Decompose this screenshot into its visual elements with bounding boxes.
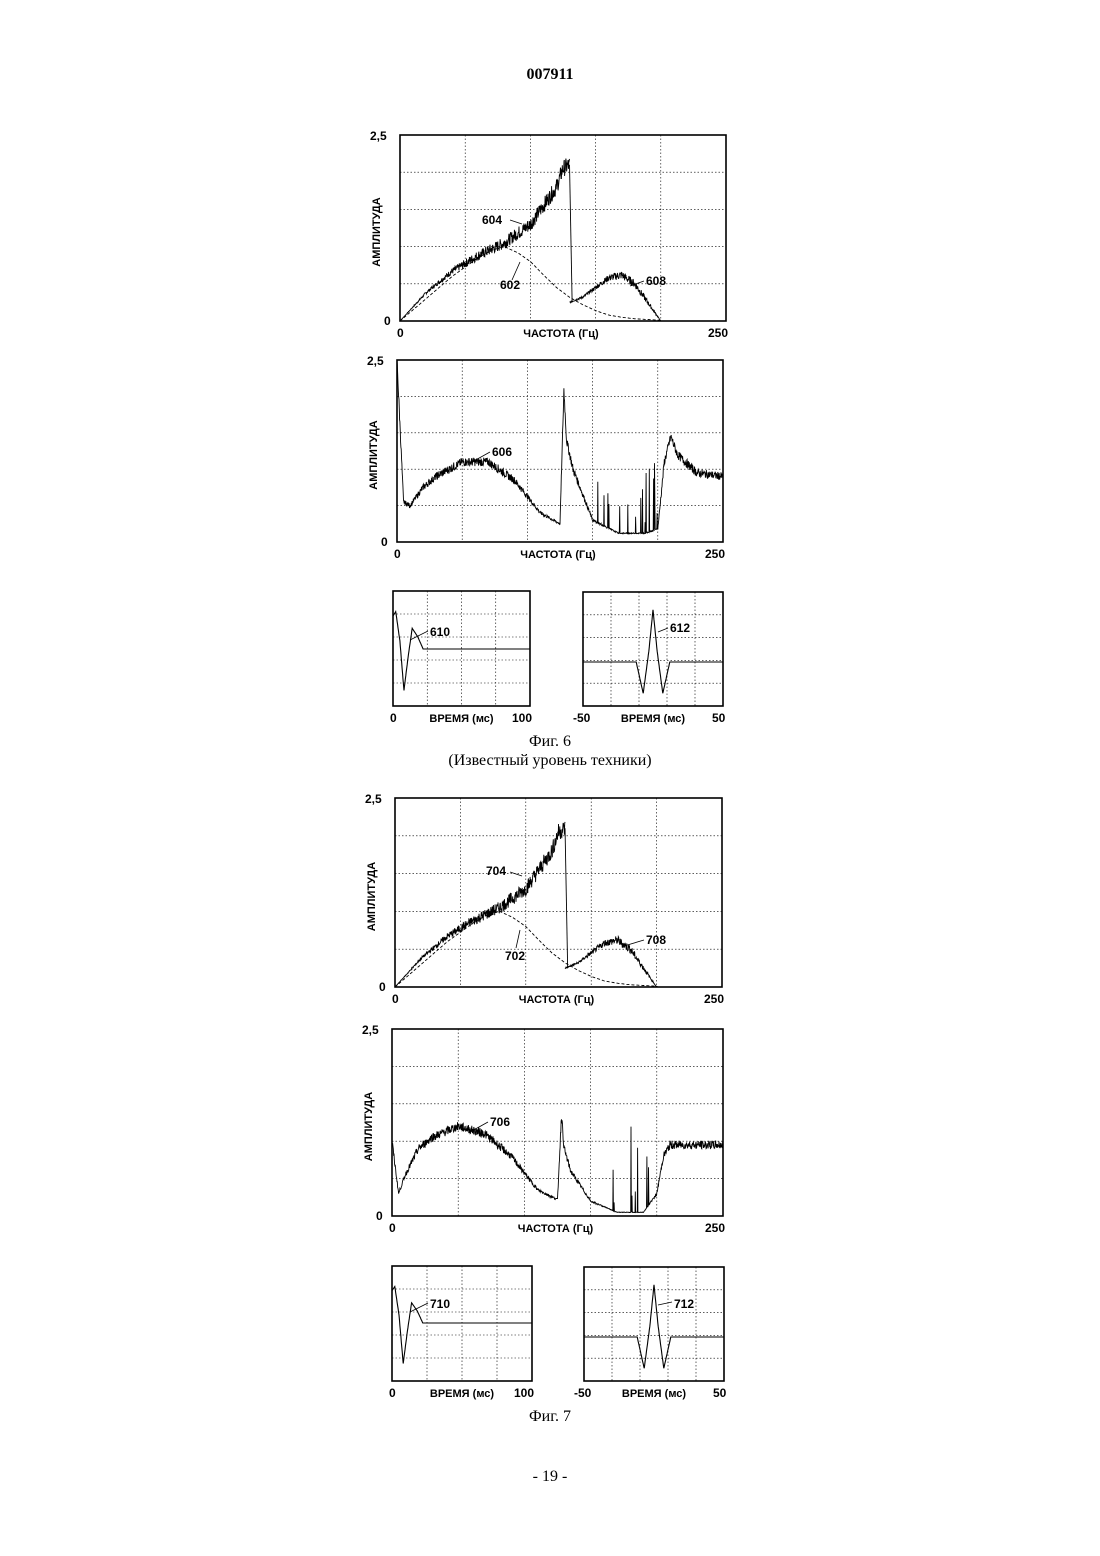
x-tick-label: 0 [389, 1221, 396, 1235]
plot-frame [400, 135, 726, 321]
y-tick-label: 0 [379, 980, 386, 994]
x-tick-label: 250 [708, 326, 728, 340]
leader-line-702 [516, 930, 520, 948]
reference-label-608: 608 [646, 274, 666, 288]
y-axis-label: АМПЛИТУДА [363, 1092, 375, 1161]
reference-label-610: 610 [430, 625, 450, 639]
chart-fig7-left: 0 100 ВРЕМЯ (мс) 710 [389, 1266, 534, 1400]
series-612 [583, 610, 723, 694]
x-tick-label: 0 [390, 711, 397, 725]
y-axis-label: АМПЛИТУДА [368, 420, 380, 489]
chart-fig6-top: 0 250 0 2,5 ЧАСТОТА (Гц) АМПЛИТУДА 602 604 608 [370, 129, 728, 340]
leader-line-708 [624, 940, 644, 946]
plot-frame [392, 1029, 723, 1216]
x-tick-label: 250 [704, 992, 724, 1006]
y-tick-label: 0 [381, 535, 388, 549]
series-606 [397, 361, 723, 534]
x-tick-label: 0 [394, 547, 401, 561]
x-axis-label: ВРЕМЯ (мс) [429, 713, 494, 725]
x-axis-label: ВРЕМЯ (мс) [621, 713, 686, 725]
x-tick-label: 250 [705, 547, 725, 561]
series-604 [400, 159, 570, 322]
y-tick-label: 0 [384, 314, 391, 328]
x-axis-label: ЧАСТОТА (Гц) [520, 549, 596, 561]
leader-line-612 [658, 628, 668, 632]
x-axis-label: ЧАСТОТА (Гц) [518, 1223, 594, 1235]
y-tick-label: 2,5 [370, 129, 387, 143]
x-axis-label: ВРЕМЯ (мс) [430, 1388, 495, 1400]
y-axis-label: АМПЛИТУДА [371, 197, 383, 266]
reference-label-702: 702 [505, 949, 525, 963]
x-tick-label: 100 [512, 711, 532, 725]
y-tick-label: 0 [376, 1209, 383, 1223]
x-tick-label: -50 [573, 711, 591, 725]
figure-6-subcaption: (Известный уровень техники) [0, 752, 1100, 770]
reference-label-710: 710 [430, 1297, 450, 1311]
figure-7-caption: Фиг. 7 [0, 1408, 1100, 1426]
leader-line-712 [658, 1302, 672, 1305]
x-tick-label: 100 [514, 1386, 534, 1400]
x-tick-label: 250 [705, 1221, 725, 1235]
plot-frame [583, 592, 723, 706]
series-704-drop [565, 828, 568, 968]
chart-fig7-top: 0 250 0 2,5 ЧАСТОТА (Гц) АМПЛИТУДА 702 704 708 [365, 792, 724, 1006]
x-tick-label: -50 [574, 1386, 592, 1400]
y-tick-label: 2,5 [362, 1023, 379, 1037]
y-axis-label: АМПЛИТУДА [366, 862, 378, 931]
reference-label-606: 606 [492, 445, 512, 459]
y-tick-label: 2,5 [365, 792, 382, 806]
y-tick-label: 2,5 [367, 354, 384, 368]
figure-6-caption: Фиг. 6 [0, 733, 1100, 751]
x-tick-label: 0 [392, 992, 399, 1006]
x-tick-label: 50 [712, 711, 726, 725]
chart-fig6-left: 0 100 ВРЕМЯ (мс) 610 [390, 591, 532, 725]
chart-fig7-mid: 0 250 0 2,5 ЧАСТОТА (Гц) АМПЛИТУДА 706 [362, 1023, 725, 1235]
reference-label-602: 602 [500, 278, 520, 292]
page-number: - 19 - [0, 1468, 1100, 1486]
series-604-drop [570, 165, 573, 303]
series-708 [565, 936, 657, 987]
series-706 [392, 1119, 723, 1212]
reference-label-704: 704 [486, 864, 506, 878]
chart-fig6-mid: 0 250 0 2,5 ЧАСТОТА (Гц) АМПЛИТУДА 606 [367, 354, 725, 561]
series-704 [395, 822, 565, 987]
reference-label-706: 706 [490, 1115, 510, 1129]
reference-label-612: 612 [670, 621, 690, 635]
reference-label-708: 708 [646, 933, 666, 947]
x-axis-label: ЧАСТОТА (Гц) [523, 328, 599, 340]
leader-line-704 [510, 872, 522, 876]
chart-fig6-right: -50 50 ВРЕМЯ (мс) 612 [573, 592, 726, 725]
chart-fig7-right: -50 50 ВРЕМЯ (мс) 712 [574, 1267, 727, 1400]
leader-line-604 [510, 220, 522, 224]
reference-label-712: 712 [674, 1297, 694, 1311]
plot-frame [584, 1267, 724, 1381]
x-axis-label: ЧАСТОТА (Гц) [519, 994, 595, 1006]
x-tick-label: 0 [397, 326, 404, 340]
x-tick-label: 0 [389, 1386, 396, 1400]
x-axis-label: ВРЕМЯ (мс) [622, 1388, 687, 1400]
x-tick-label: 50 [713, 1386, 727, 1400]
reference-label-604: 604 [482, 213, 502, 227]
series-712 [584, 1285, 724, 1369]
